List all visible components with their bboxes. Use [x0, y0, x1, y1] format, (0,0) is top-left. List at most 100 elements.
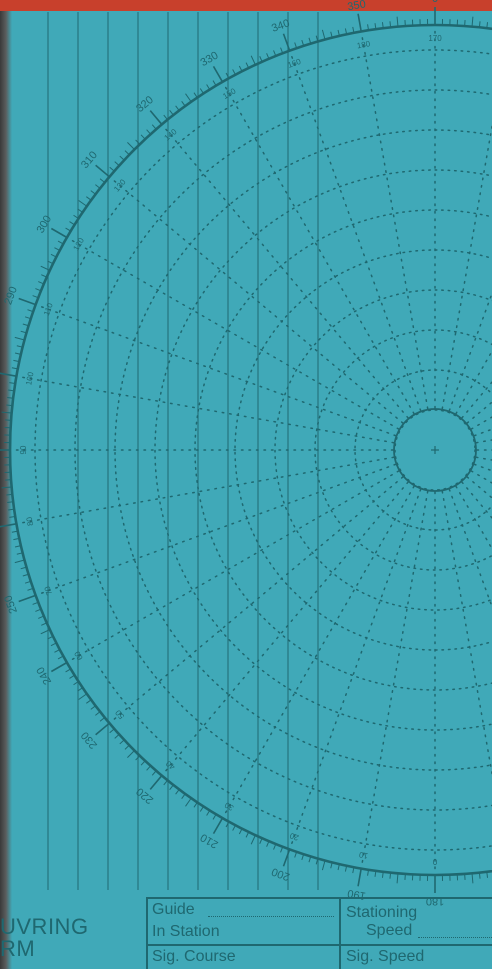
compass-tick: [352, 26, 355, 33]
compass-tick: [99, 178, 106, 183]
compass-tick: [86, 196, 92, 201]
compass-tick: [22, 323, 29, 327]
bearing-label-inner: 40: [164, 758, 177, 771]
compass-tick: [78, 693, 88, 700]
bearing-spoke: [71, 470, 400, 661]
bearing-label-inner: 150: [221, 86, 238, 101]
bearing-spoke: [40, 305, 397, 437]
bearing-spoke: [448, 488, 492, 609]
bearing-label-inner: 180: [356, 39, 371, 50]
compass-tick: [11, 530, 18, 533]
bearing-spoke: [470, 416, 492, 430]
compass-tick: [140, 134, 146, 140]
compass-tick: [206, 84, 211, 90]
compass-tick: [169, 784, 174, 790]
bearing-spoke: [441, 122, 492, 410]
compass-tick: [32, 295, 39, 299]
bearing-label-outer: 290: [2, 285, 20, 306]
bearing-label-inner: 10: [358, 850, 369, 861]
compass-tick: [212, 814, 217, 820]
compass-tick: [65, 227, 71, 232]
compass-tick: [266, 53, 270, 59]
bearing-label-outer: 210: [199, 831, 221, 851]
compass-tick: [99, 717, 106, 722]
compass-tick: [374, 23, 377, 30]
compass-tick: [175, 105, 180, 111]
guide-label: Guide: [152, 901, 195, 918]
compass-tick: [50, 253, 57, 258]
compass-tick: [374, 870, 377, 877]
bearing-spoke: [40, 463, 397, 595]
compass-tick: [6, 404, 13, 407]
compass-tick: [54, 247, 60, 251]
form-title-line-1: UVRING: [0, 914, 89, 939]
bearing-spoke: [473, 428, 492, 437]
bearing-label-outer: 0: [432, 0, 438, 5]
compass-tick: [16, 345, 23, 348]
compass-tick: [77, 208, 83, 213]
compass-tick: [212, 817, 224, 835]
bearing-label-inner: 120: [71, 236, 86, 253]
compass-tick: [127, 750, 135, 758]
bearing-spoke: [455, 349, 492, 415]
compass-tick: [127, 142, 135, 150]
compass-tick: [14, 545, 22, 548]
compass-tick: [337, 863, 340, 871]
compass-tick: [282, 33, 291, 51]
compass-tick: [86, 699, 92, 704]
bearing-spoke: [455, 485, 492, 551]
compass-tick: [18, 297, 36, 306]
form-grid-lines: [146, 897, 492, 969]
compass-tick: [14, 336, 25, 341]
compass-tick: [149, 775, 163, 790]
compass-tick: [301, 854, 305, 861]
bearing-label-outer: 240: [35, 665, 55, 687]
compass-tick: [24, 316, 31, 320]
bearing-label-inner: 60: [72, 649, 85, 662]
compass-tick: [199, 88, 204, 94]
bearing-label-inner: 90: [19, 445, 28, 454]
compass-tick: [367, 24, 370, 31]
range-ring: [194, 209, 492, 691]
speed-field[interactable]: [418, 937, 492, 938]
compass-tick: [273, 843, 277, 850]
compass-tick: [308, 37, 312, 44]
compass-tick: [6, 493, 13, 496]
bearing-label-inner: 110: [42, 301, 55, 317]
compass-tick: [9, 382, 16, 385]
range-ring: [154, 169, 492, 731]
bearing-label-outer: 250: [2, 594, 20, 615]
compass-tick: [308, 856, 312, 863]
compass-tick: [90, 190, 96, 195]
bearing-spoke: [164, 481, 409, 772]
form-title: UVRING RM: [0, 916, 89, 960]
bearing-label-inner: 140: [163, 127, 179, 143]
compass-tick: [95, 164, 110, 178]
range-ring: [74, 89, 492, 811]
compass-tick: [119, 739, 125, 745]
compass-tick: [20, 566, 27, 570]
compass-tick: [38, 281, 44, 285]
compass-tick: [163, 779, 168, 786]
compass-tick: [95, 184, 101, 189]
compass-tick: [47, 260, 54, 265]
compass-tick: [238, 828, 243, 835]
compass-tick: [471, 873, 474, 884]
guide-field[interactable]: [208, 916, 334, 917]
compass-tick: [27, 587, 34, 591]
compass-tick: [146, 129, 151, 135]
bearing-spoke: [441, 490, 492, 778]
compass-tick: [381, 871, 384, 878]
stationing-label: Stationing: [346, 904, 418, 921]
bearing-spoke: [290, 488, 422, 845]
compass-tick: [294, 851, 298, 858]
compass-tick: [193, 92, 198, 98]
compass-tick: [1, 486, 12, 489]
range-ring: [34, 49, 492, 851]
compass-tick: [250, 55, 256, 66]
compass-tick: [245, 62, 250, 69]
bearing-label-inner: 70: [42, 584, 54, 596]
bearing-spoke: [113, 179, 404, 424]
compass-tick: [22, 573, 29, 577]
